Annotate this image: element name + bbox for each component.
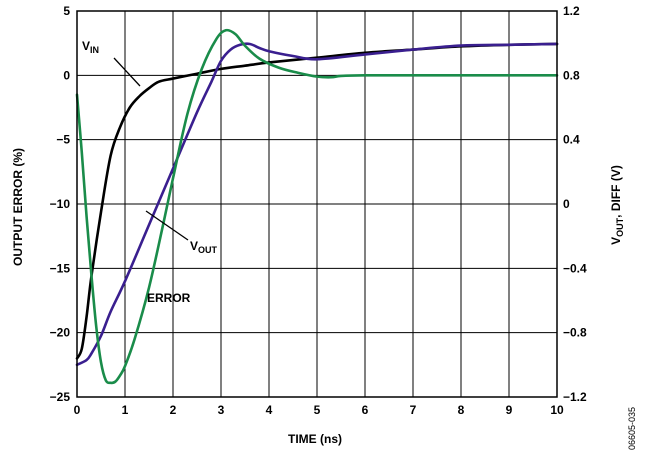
- x-tick-label: 8: [458, 403, 465, 417]
- y-right-tick-label: 0: [563, 197, 570, 211]
- vin-label-main: V: [82, 39, 90, 53]
- vin-label-sub: IN: [90, 45, 99, 55]
- series-line-error: [75, 28, 559, 385]
- vout-label-sub: OUT: [198, 245, 218, 255]
- x-axis-label: TIME (ns): [288, 432, 342, 446]
- x-tick-label: 10: [550, 403, 564, 417]
- x-tick-label: 5: [314, 403, 321, 417]
- x-tick-label: 9: [506, 403, 513, 417]
- x-tick-label: 6: [362, 403, 369, 417]
- y-right-axis-label-rest: , DIFF (V): [609, 165, 623, 218]
- vin-leader-line: [113, 57, 141, 87]
- grid-layer: [77, 11, 557, 397]
- y-right-axis-label-main: V: [609, 237, 623, 245]
- series-layer: [75, 28, 559, 385]
- y-left-tick-label: −20: [50, 326, 71, 340]
- vin-label: VIN: [82, 39, 99, 55]
- x-tick-label: 3: [218, 403, 225, 417]
- y-left-tick-label: −5: [56, 133, 70, 147]
- y-right-tick-label: −0.8: [563, 326, 587, 340]
- vout-leader-line: [145, 210, 189, 241]
- vout-label: VOUT: [190, 239, 218, 255]
- x-tick-label: 4: [266, 403, 273, 417]
- y-right-axis-label: VOUT, DIFF (V): [609, 165, 625, 245]
- vin-annotation: VIN: [82, 39, 141, 87]
- x-tick-label: 7: [410, 403, 417, 417]
- x-tick-label: 1: [122, 403, 129, 417]
- x-tick-label: 0: [74, 403, 81, 417]
- vout-annotation: VOUT: [145, 210, 218, 255]
- y-right-tick-label: 0.4: [563, 133, 580, 147]
- y-left-tick-label: −10: [50, 197, 71, 211]
- y-right-axis-label-sub: OUT: [615, 217, 625, 237]
- figure-id: 06605-035: [627, 407, 637, 450]
- x-tick-label: 2: [170, 403, 177, 417]
- ticks-layer: 0 1 2 3 4 5 6 7 8 9 10 5 0 −5 −10 −15 −20 −25 1.2 0.8 0.4 0 −0…: [50, 4, 587, 417]
- y-right-tick-label: −1.2: [563, 390, 587, 404]
- y-left-tick-label: −15: [50, 261, 71, 275]
- vout-label-main: V: [190, 239, 198, 253]
- y-right-tick-label: 0.8: [563, 68, 580, 82]
- y-left-axis-label: OUTPUT ERROR (%): [11, 148, 25, 266]
- y-right-tick-label: 1.2: [563, 4, 580, 18]
- y-left-tick-label: 5: [63, 4, 70, 18]
- y-left-tick-label: −25: [50, 390, 71, 404]
- plot-frame: [76, 10, 558, 398]
- series-line-vout: [75, 42, 559, 367]
- error-label: ERROR: [147, 291, 191, 305]
- y-right-tick-label: −0.4: [563, 261, 587, 275]
- y-left-tick-label: 0: [63, 68, 70, 82]
